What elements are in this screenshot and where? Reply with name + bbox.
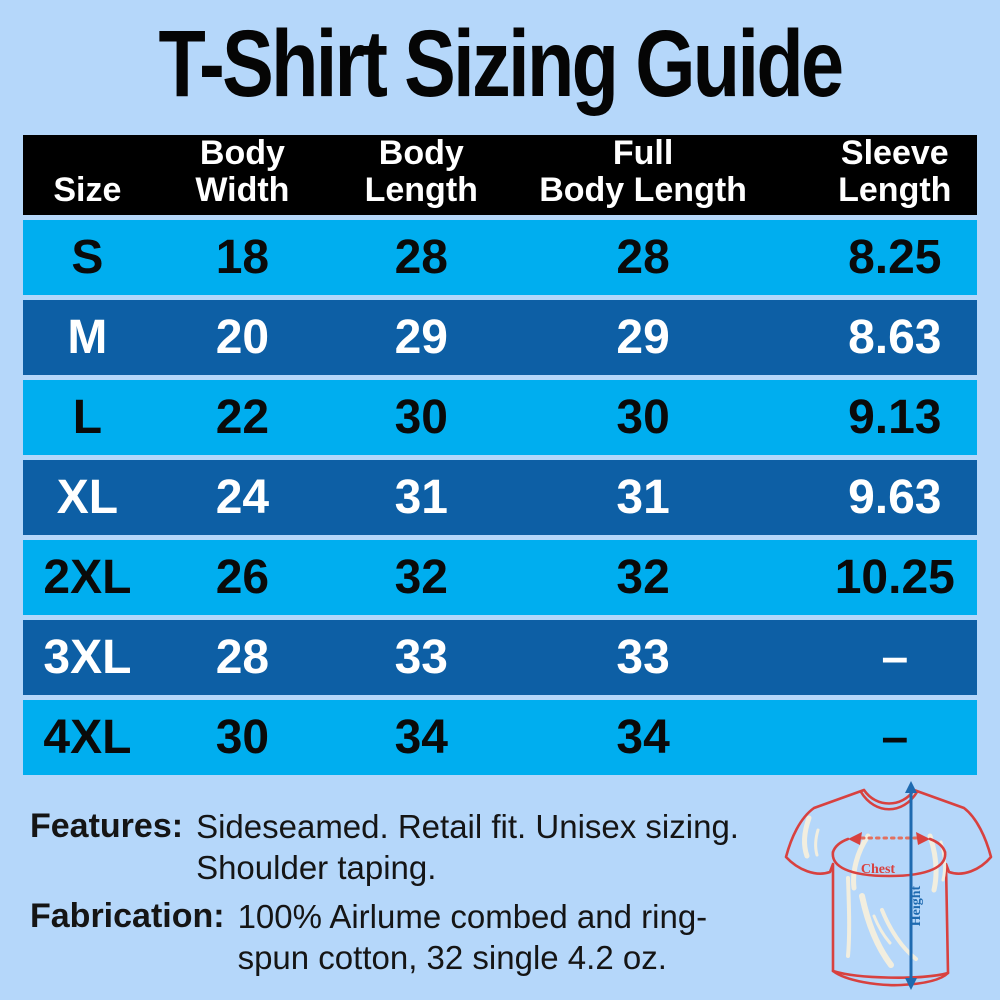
header-cell-sleeve-length: Sleeve Length xyxy=(777,135,977,217)
cell-size: 4XL xyxy=(43,711,132,764)
cell-sleeve-length: 9.63 xyxy=(848,471,942,524)
cell-size: S xyxy=(71,231,104,284)
cell-body-length: 29 xyxy=(394,311,448,364)
height-label: Height xyxy=(909,885,924,926)
fabrication-line1: 100% Airlume combed and ring- xyxy=(237,898,708,935)
features-line1: Sideseamed. Retail fit. Unisex sizing. xyxy=(196,808,739,845)
cell-full-body-length: 29 xyxy=(616,311,670,364)
tshirt-outline-icon xyxy=(784,788,993,987)
size-table: Size Body Width Body Length Full Body Le… xyxy=(23,135,977,775)
header-label: Width xyxy=(195,170,290,209)
features-line2: Shoulder taping. xyxy=(196,849,437,886)
header-label: Body Length xyxy=(539,170,747,209)
cell-body-width: 24 xyxy=(215,471,270,524)
page-title: T-Shirt Sizing Guide xyxy=(158,9,845,117)
tshirt-measurement-diagram: Chest Height xyxy=(784,781,993,990)
header-cell-full-body-length: Full Body Length xyxy=(510,135,777,217)
table-row: 3XL 28 33 33 – xyxy=(23,620,977,695)
header-label: Length xyxy=(838,170,952,209)
features-label: Features: xyxy=(30,807,184,845)
fabrication-text: 100% Airlume combed and ring- spun cotto… xyxy=(238,896,708,978)
header-label: Body xyxy=(199,134,285,172)
cell-sleeve-length: 10.25 xyxy=(834,551,955,604)
fabrication-note: Fabrication: 100% Airlume combed and rin… xyxy=(30,896,707,978)
chest-label: Chest xyxy=(861,862,896,877)
cell-body-width: 22 xyxy=(215,391,270,444)
features-note: Features: Sideseamed. Retail fit. Unisex… xyxy=(30,806,739,888)
table-row: 2XL 26 32 32 10.25 xyxy=(23,540,977,615)
cell-size: L xyxy=(72,391,103,444)
chest-measure-arrow: Chest xyxy=(831,832,947,878)
cell-body-length: 28 xyxy=(394,231,448,284)
cell-body-width: 20 xyxy=(215,311,270,364)
header-cell-body-width: Body Width xyxy=(152,135,333,217)
table-row: M 20 29 29 8.63 xyxy=(23,300,977,375)
cell-sleeve-length: 8.63 xyxy=(848,311,942,364)
cell-sleeve-length: 8.25 xyxy=(848,231,942,284)
cell-body-length: 32 xyxy=(394,551,448,604)
cell-full-body-length: 30 xyxy=(616,391,670,444)
fabrication-label: Fabrication: xyxy=(30,897,225,935)
cell-body-width: 30 xyxy=(215,711,270,764)
cell-full-body-length: 31 xyxy=(616,471,670,524)
cell-body-length: 33 xyxy=(394,631,448,684)
height-measure-arrow: Height xyxy=(905,781,924,990)
header-label: Full xyxy=(612,134,674,172)
cell-body-length: 30 xyxy=(394,391,448,444)
cell-full-body-length: 34 xyxy=(616,711,670,764)
fabrication-line2: spun cotton, 32 single 4.2 oz. xyxy=(237,939,667,976)
header-cell-body-length: Body Length xyxy=(333,135,509,217)
header-label: Length xyxy=(364,170,478,209)
cell-size: 3XL xyxy=(43,631,132,684)
cell-sleeve-length: 9.13 xyxy=(848,391,942,444)
cell-body-width: 26 xyxy=(215,551,270,604)
table-row: 4XL 30 34 34 – xyxy=(23,700,977,775)
cell-size: M xyxy=(67,311,108,364)
cell-full-body-length: 32 xyxy=(616,551,670,604)
cell-full-body-length: 28 xyxy=(616,231,670,284)
cell-size: 2XL xyxy=(43,551,132,604)
header-label: Body xyxy=(378,134,464,172)
features-text: Sideseamed. Retail fit. Unisex sizing. S… xyxy=(196,806,739,888)
header-label: Sleeve xyxy=(840,134,949,172)
cell-size: XL xyxy=(56,471,119,524)
cell-body-width: 18 xyxy=(215,231,270,284)
cell-sleeve-length: – xyxy=(881,711,909,764)
cell-sleeve-length: – xyxy=(881,631,909,684)
cell-body-width: 28 xyxy=(215,631,270,684)
table-row: S 18 28 28 8.25 xyxy=(23,220,977,295)
table-row: XL 24 31 31 9.63 xyxy=(23,460,977,535)
table-row: L 22 30 30 9.13 xyxy=(23,380,977,455)
cell-body-length: 34 xyxy=(394,711,448,764)
header-label: Size xyxy=(53,170,122,209)
header-cell-size: Size xyxy=(23,135,152,217)
table-header: Size Body Width Body Length Full Body Le… xyxy=(23,135,977,215)
cell-full-body-length: 33 xyxy=(616,631,670,684)
cell-body-length: 31 xyxy=(394,471,448,524)
